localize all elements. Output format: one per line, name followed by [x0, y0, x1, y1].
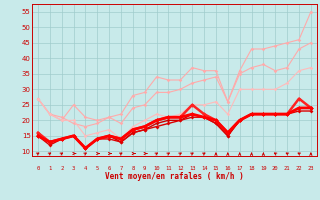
X-axis label: Vent moyen/en rafales ( km/h ): Vent moyen/en rafales ( km/h )	[105, 172, 244, 181]
